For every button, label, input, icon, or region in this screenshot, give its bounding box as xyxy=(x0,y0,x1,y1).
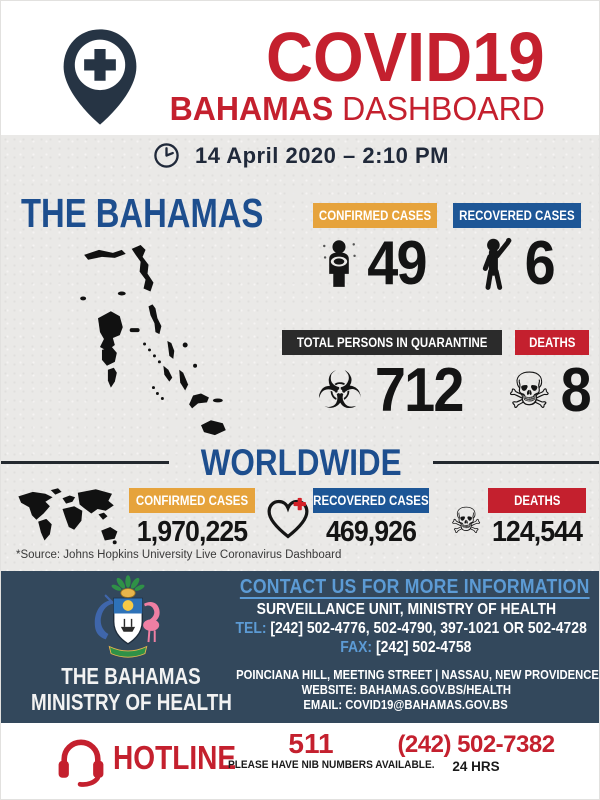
tel-numbers: [242] 502-4776, 502-4790, 397-1021 OR 50… xyxy=(270,620,587,637)
sick-person-icon xyxy=(323,240,356,287)
medical-location-pin-icon xyxy=(63,29,137,125)
page-title: COVID19 BAHAMAS DASHBOARD xyxy=(158,18,545,127)
website-label: WEBSITE: xyxy=(301,683,357,697)
stat-deaths: DEATHS ☠ 8 xyxy=(507,330,591,425)
heart-health-icon xyxy=(267,497,309,539)
source-note: *Source: Johns Hopkins University Live C… xyxy=(16,549,342,561)
org-line1: THE BAHAMAS xyxy=(61,663,201,689)
fax-label: FAX: xyxy=(340,639,373,656)
email-value: COVID19@BAHAMAS.GOV.BS xyxy=(345,698,509,712)
recovered-cases-badge: RECOVERED CASES xyxy=(453,203,581,228)
headset-icon xyxy=(58,739,104,787)
hotline-phone: (242) 502-7382 xyxy=(397,731,555,758)
hotline-short-number: 511 xyxy=(288,728,334,759)
address: POINCIANA HILL, MEETING STREET | NASSAU,… xyxy=(236,668,599,682)
hotline-hours: 24 HRS xyxy=(452,759,500,774)
quarantine-badge: TOTAL PERSONS IN QUARANTINE xyxy=(282,330,502,355)
confirmed-cases-value: 49 xyxy=(367,229,427,298)
hotline-label: HOTLINE xyxy=(113,739,237,776)
bahamas-section-title: THE BAHAMAS xyxy=(21,190,264,236)
report-datetime: 14 April 2020 – 2:10 PM xyxy=(194,142,450,168)
ww-recovered-value: 469,926 xyxy=(325,516,417,548)
ww-recovered-badge: RECOVERED CASES xyxy=(313,488,429,513)
ww-deaths-badge: DEATHS xyxy=(488,488,586,513)
divider-right xyxy=(433,461,599,464)
ww-deaths-value: 124,544 xyxy=(491,516,583,548)
contact-info: CONTACT US FOR MORE INFORMATION SURVEILL… xyxy=(216,576,599,712)
worldwide-title: WORLDWIDE xyxy=(200,442,402,483)
ww-confirmed-badge: CONFIRMED CASES xyxy=(129,488,255,513)
stat-confirmed-cases: CONFIRMED CASES 49 xyxy=(313,203,437,295)
biohazard-icon: ☣ xyxy=(316,361,364,421)
deaths-badge: DEATHS xyxy=(515,330,589,355)
ww-skull-icon: ☠ xyxy=(450,501,483,542)
divider-left xyxy=(1,461,169,464)
surveillance-unit: SURVEILLANCE UNIT, MINISTRY OF HEALTH xyxy=(256,601,556,618)
title-dashboard: DASHBOARD xyxy=(342,89,545,127)
title-covid19: COVID19 xyxy=(266,18,545,96)
contact-section: THE BAHAMAS MINISTRY OF HEALTH CONTACT U… xyxy=(1,571,599,723)
date-row: 14 April 2020 – 2:10 PM xyxy=(1,142,599,169)
worldwide-title-row: WORLDWIDE xyxy=(1,442,599,483)
email-label: EMAIL: xyxy=(303,698,343,712)
skull-crossbones-icon: ☠ xyxy=(506,362,552,420)
world-map-icon xyxy=(18,488,118,545)
recovered-person-icon xyxy=(483,237,512,290)
stat-quarantine: TOTAL PERSONS IN QUARANTINE ☣ 712 xyxy=(282,330,502,422)
bahamas-coat-of-arms xyxy=(94,575,160,658)
title-bahamas: BAHAMAS xyxy=(169,89,334,127)
nib-note: PLEASE HAVE NIB NUMBERS AVAILABLE. xyxy=(227,759,435,771)
quarantine-value: 712 xyxy=(374,356,465,425)
stat-recovered-cases: RECOVERED CASES 6 xyxy=(453,203,581,295)
header: COVID19 BAHAMAS DASHBOARD xyxy=(1,1,599,135)
worldwide-confirmed: CONFIRMED CASES 1,970,225 xyxy=(129,488,255,547)
tel-label: TEL: xyxy=(235,620,267,637)
clock-icon xyxy=(154,143,179,168)
fax-number: [242] 502-4758 xyxy=(376,639,472,656)
worldwide-deaths: DEATHS 124,544 xyxy=(488,488,586,547)
ww-confirmed-value: 1,970,225 xyxy=(136,516,248,548)
worldwide-recovered: RECOVERED CASES 469,926 xyxy=(313,488,429,547)
contact-heading: CONTACT US FOR MORE INFORMATION xyxy=(239,576,590,598)
hotline-footer: HOTLINE 511 PLEASE HAVE NIB NUMBERS AVAI… xyxy=(1,723,599,799)
org-name: THE BAHAMAS MINISTRY OF HEALTH xyxy=(9,663,253,716)
recovered-cases-value: 6 xyxy=(524,229,556,298)
bahamas-map xyxy=(80,244,226,436)
org-line2: MINISTRY OF HEALTH xyxy=(31,689,232,716)
confirmed-cases-badge: CONFIRMED CASES xyxy=(313,203,437,228)
deaths-value: 8 xyxy=(560,356,591,425)
website-value: BAHAMAS.GOV.BS/HEALTH xyxy=(359,683,511,697)
